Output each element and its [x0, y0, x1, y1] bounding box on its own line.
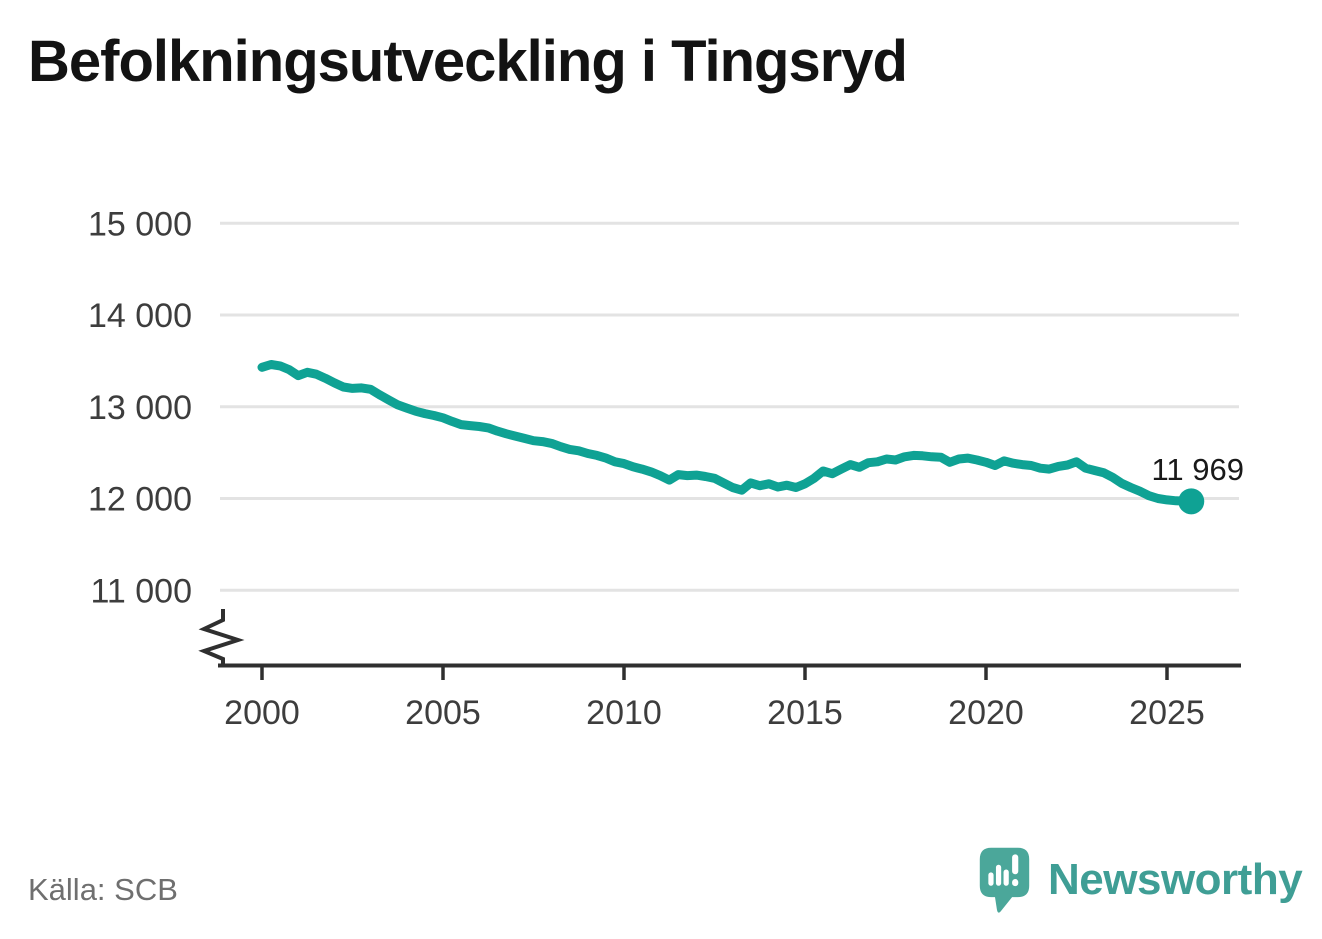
y-tick-label: 14 000 — [88, 297, 192, 335]
newsworthy-logo-text: Newsworthy — [1048, 855, 1303, 904]
chart-title: Befolkningsutveckling i Tingsryd — [28, 29, 908, 94]
x-tick-label: 2005 — [405, 694, 481, 732]
y-tick-label: 15 000 — [88, 205, 192, 243]
y-tick-label: 13 000 — [88, 389, 192, 427]
x-tick-label: 2000 — [224, 694, 300, 732]
x-tick-label: 2015 — [767, 694, 843, 732]
latest-value-label: 11 969 — [1151, 452, 1244, 487]
endpoint-marker — [1178, 488, 1205, 515]
x-tick-label: 2010 — [586, 694, 662, 732]
y-tick-label: 11 000 — [91, 572, 192, 610]
source-label: Källa: SCB — [28, 872, 178, 907]
axis-break-icon — [198, 609, 245, 664]
y-tick-label: 12 000 — [88, 481, 192, 519]
population-series-line — [257, 360, 1196, 506]
x-tick-label: 2025 — [1129, 694, 1205, 732]
newsworthy-logo-icon — [979, 847, 1030, 913]
x-tick-label: 2020 — [948, 694, 1024, 732]
newsworthy-logo: Newsworthy — [976, 842, 1303, 918]
